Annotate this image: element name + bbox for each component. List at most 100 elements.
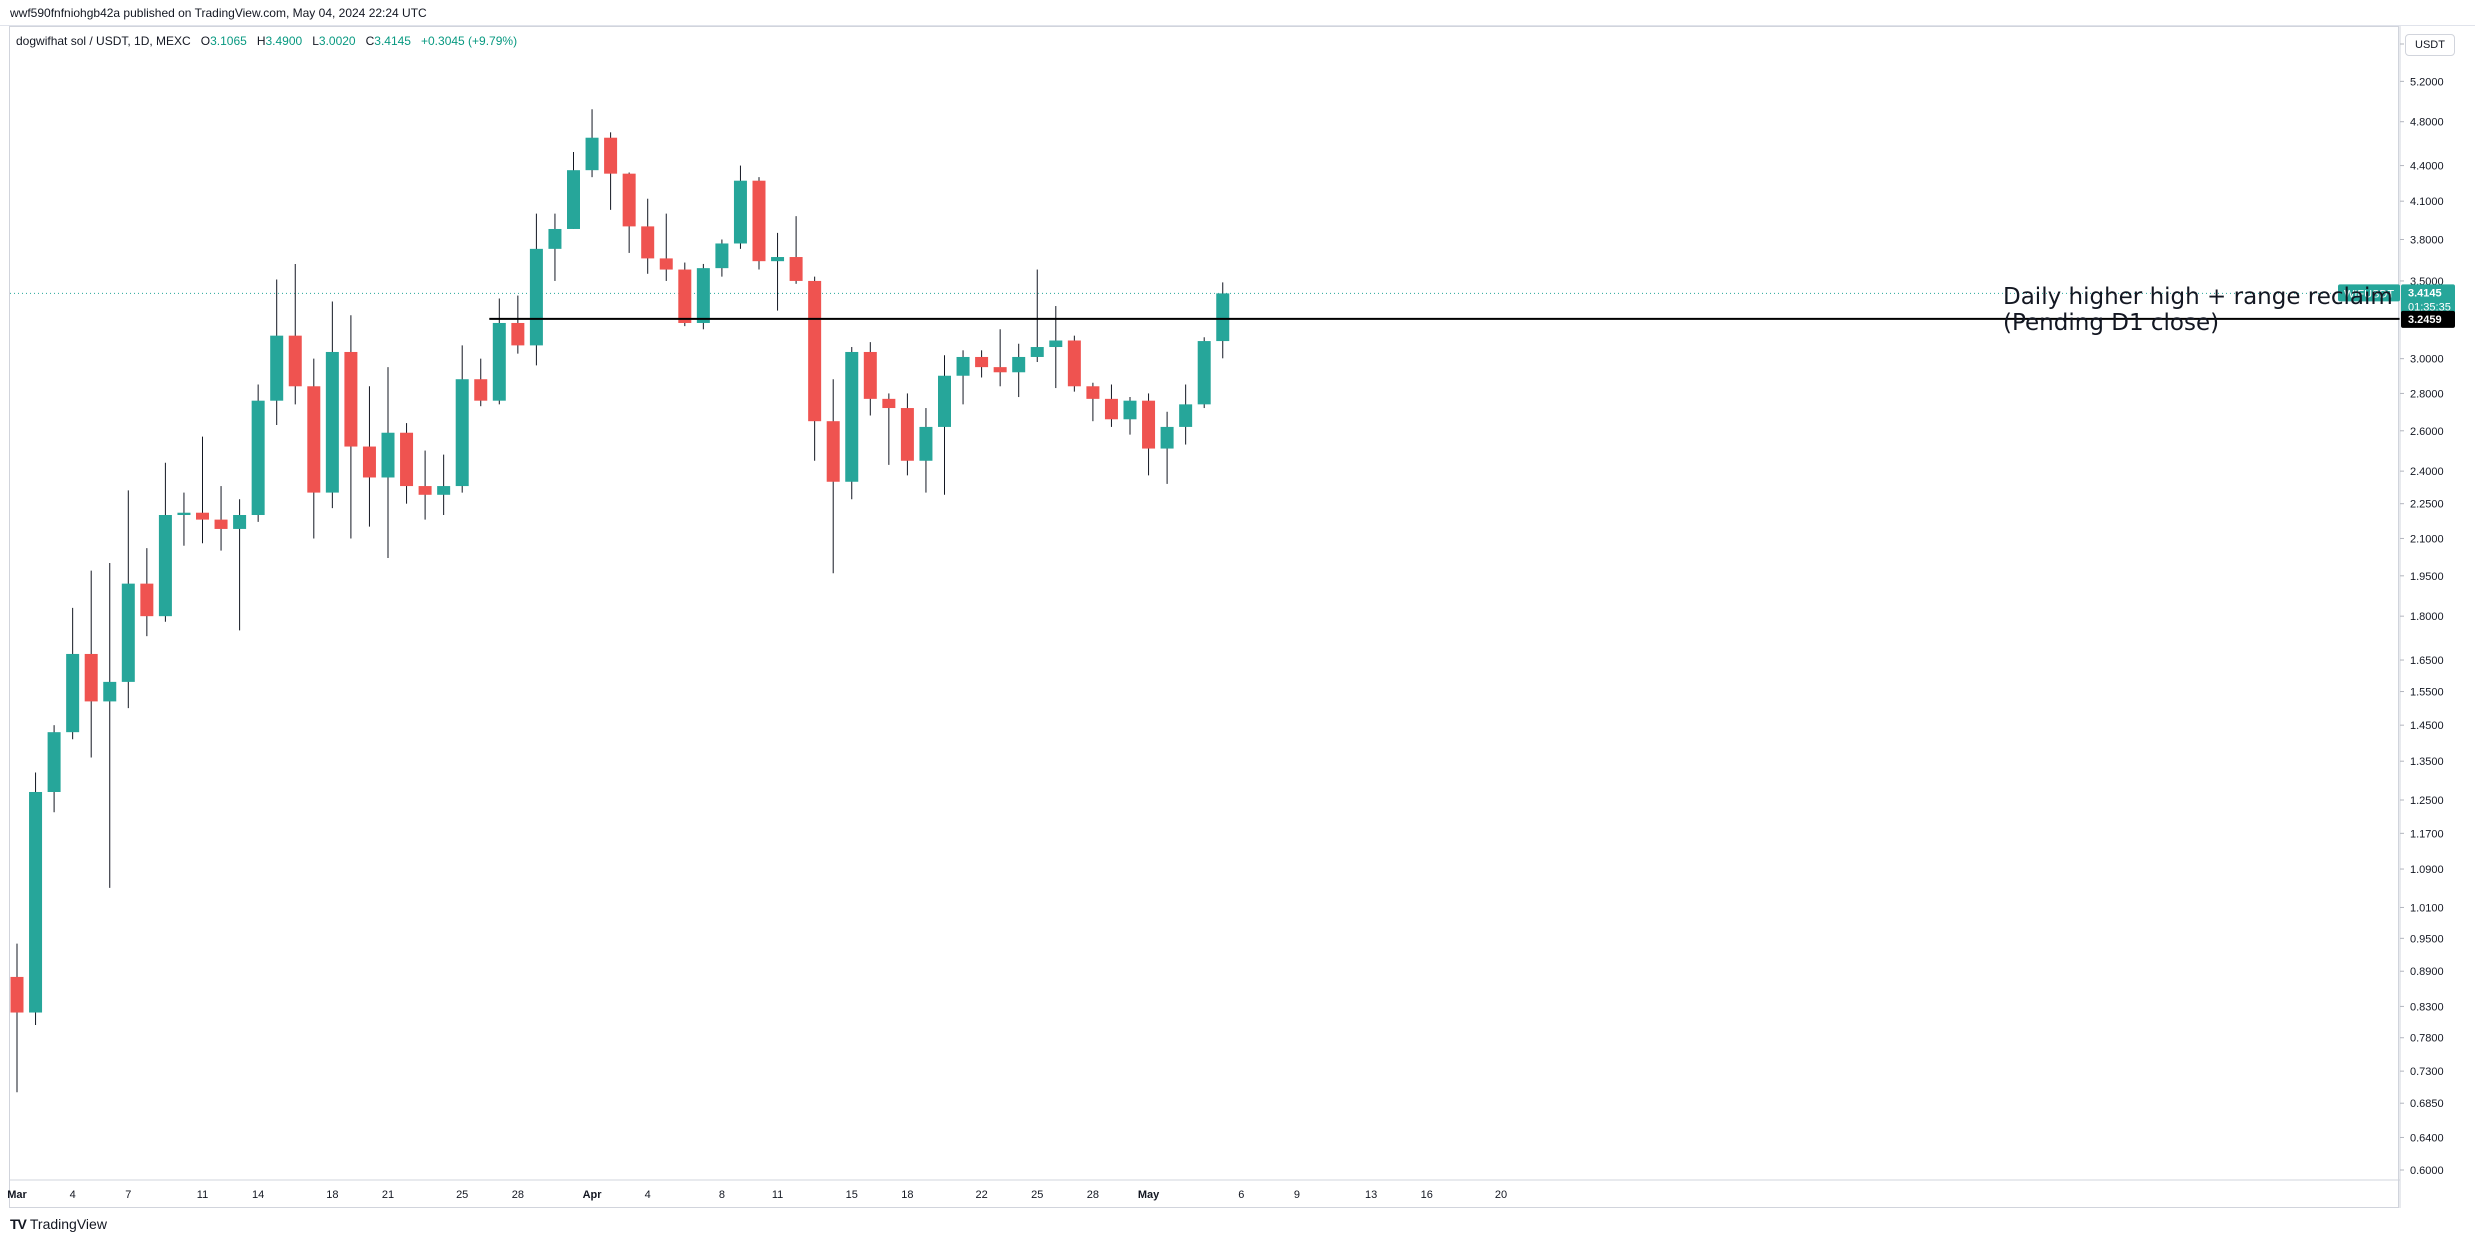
time-tick-label: Apr <box>583 1189 603 1201</box>
candle <box>66 607 80 740</box>
candle <box>381 367 395 559</box>
price-tick-label: 0.6850 <box>2410 1098 2444 1110</box>
price-tags-layer: WIFUSDT 3.4145 01:35:353.2459 <box>2338 284 2455 328</box>
candle-body <box>103 681 117 702</box>
time-tick-label: 25 <box>456 1189 468 1201</box>
legend-high-label: H <box>256 34 266 48</box>
time-tick-label: 20 <box>1495 1189 1507 1201</box>
candle <box>288 263 302 405</box>
price-tick-label: 2.1000 <box>2410 533 2444 545</box>
candle <box>270 279 284 426</box>
tradingview-footer[interactable]: TV TradingView <box>10 1216 107 1232</box>
candle-body <box>381 432 395 478</box>
candle-body <box>177 512 191 516</box>
price-tick-label: 1.0900 <box>2410 864 2444 876</box>
candle-body <box>437 486 451 495</box>
price-axis-layer: 5.60005.20004.80004.40004.10003.80003.50… <box>2399 26 2444 1208</box>
candle <box>956 350 970 405</box>
candle-body <box>10 976 24 1013</box>
time-tick-label: 9 <box>1294 1189 1300 1201</box>
annotation-line-2: (Pending D1 close) <box>2003 310 2220 336</box>
candle <box>715 239 729 277</box>
price-tick-label: 1.1700 <box>2410 828 2444 840</box>
candle-body <box>418 486 432 495</box>
candle <box>140 548 154 637</box>
price-tick-label: 4.4000 <box>2410 161 2444 173</box>
price-tick-label: 2.2500 <box>2410 499 2444 511</box>
candle <box>251 384 265 522</box>
price-tick-label: 1.2500 <box>2410 795 2444 807</box>
candle-body <box>956 356 970 376</box>
candle-body <box>1012 356 1026 373</box>
price-tick-label: 1.0100 <box>2410 902 2444 914</box>
candle <box>307 358 321 539</box>
legend-close-value: 3.4145 <box>374 34 411 48</box>
time-tick-label: 21 <box>382 1189 394 1201</box>
time-tick-label: 16 <box>1421 1189 1433 1201</box>
candle-body <box>1067 340 1081 387</box>
candle <box>808 276 822 461</box>
price-tick-label: 2.6000 <box>2410 426 2444 438</box>
time-tick-label: 22 <box>975 1189 987 1201</box>
tradingview-logo-icon: TV <box>10 1216 27 1232</box>
candle-body <box>1086 386 1100 399</box>
price-tick-label: 3.8000 <box>2410 234 2444 246</box>
candle-body <box>604 137 618 174</box>
candle <box>863 342 877 416</box>
candle <box>678 262 692 327</box>
legend-open-label: O <box>200 34 211 48</box>
candle <box>214 486 228 551</box>
price-tick-label: 0.9500 <box>2410 933 2444 945</box>
legend-high-value: 3.4900 <box>265 34 303 48</box>
candle-body <box>993 367 1007 373</box>
candle <box>1086 382 1100 422</box>
candle <box>529 213 543 366</box>
price-tick-label: 2.4000 <box>2410 466 2444 478</box>
candle <box>1197 337 1211 409</box>
candle <box>1030 269 1044 363</box>
candle <box>641 198 655 274</box>
time-tick-label: 6 <box>1238 1189 1244 1201</box>
price-tick-label: 0.8900 <box>2410 966 2444 978</box>
candle-body <box>975 356 989 368</box>
symbol-tag-bg <box>2338 284 2400 302</box>
time-tick-label: 25 <box>1031 1189 1043 1201</box>
last-price-tag-bg <box>2401 284 2455 315</box>
price-tick-label: 1.3500 <box>2410 756 2444 768</box>
candle-body <box>919 426 933 461</box>
candle-body <box>1160 426 1174 449</box>
candle <box>492 298 506 405</box>
candle-body <box>808 280 822 422</box>
currency-unit-button[interactable]: USDT <box>2405 34 2455 56</box>
candle <box>900 393 914 476</box>
chart-annotation[interactable]: Daily higher high + range reclaim (Pendi… <box>2003 284 2393 336</box>
candle-body <box>47 732 61 792</box>
candle <box>1216 282 1230 359</box>
publish-bar: wwf590fnfniohgb42a published on TradingV… <box>0 0 2475 26</box>
chart-pane[interactable] <box>9 26 2399 1208</box>
candle-body <box>1123 400 1137 420</box>
candle <box>437 454 451 516</box>
candle-body <box>733 180 747 244</box>
candle-body <box>938 375 951 427</box>
candle <box>29 772 43 1025</box>
price-tick-label: 1.8000 <box>2410 611 2444 623</box>
legend-open-value: 3.1065 <box>210 34 247 48</box>
candle-body <box>344 351 358 447</box>
candle-body <box>789 257 803 281</box>
candle <box>1067 335 1081 392</box>
candle-body <box>251 400 265 516</box>
candle-body <box>548 228 562 249</box>
candle <box>10 943 24 1093</box>
candle-body <box>66 653 80 733</box>
candle <box>548 213 562 281</box>
candle-body <box>529 248 543 346</box>
legend-change: +0.3045 (+9.79%) <box>421 34 518 48</box>
candle-body <box>882 398 896 409</box>
time-tick-label: 11 <box>197 1189 208 1201</box>
candle <box>771 232 785 311</box>
candle <box>233 499 247 631</box>
price-tick-label: 4.1000 <box>2410 196 2444 208</box>
candle-body <box>1030 347 1044 357</box>
